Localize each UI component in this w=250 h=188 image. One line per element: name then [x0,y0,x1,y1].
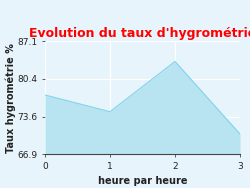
X-axis label: heure par heure: heure par heure [98,176,187,186]
Title: Evolution du taux d'hygrométrie: Evolution du taux d'hygrométrie [29,27,250,40]
Y-axis label: Taux hygrométrie %: Taux hygrométrie % [5,43,16,153]
